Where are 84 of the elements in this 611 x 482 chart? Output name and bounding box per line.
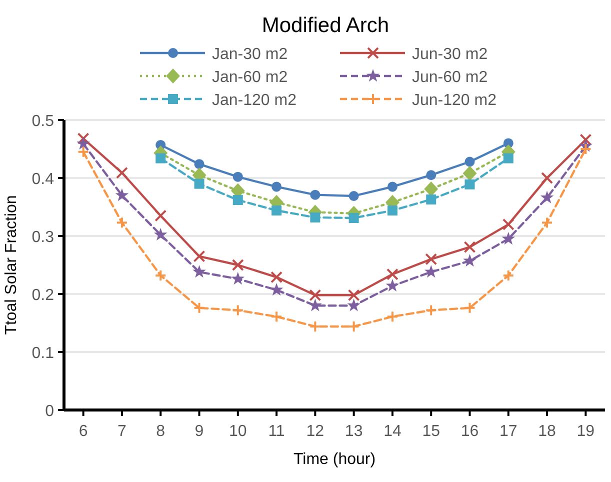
point xyxy=(386,278,400,292)
point xyxy=(464,302,476,314)
point xyxy=(154,228,168,241)
x-tick-label: 14 xyxy=(384,423,402,440)
point xyxy=(194,159,204,170)
point xyxy=(502,218,514,230)
point xyxy=(464,156,475,167)
point xyxy=(309,289,322,302)
point xyxy=(310,212,320,222)
x-tick-label: 17 xyxy=(499,423,518,440)
x-tick-label: 10 xyxy=(228,423,247,440)
point xyxy=(348,213,359,224)
x-tick-label: 7 xyxy=(118,423,127,440)
legend-label: Jan-30 m2 xyxy=(212,46,288,63)
point xyxy=(232,259,244,271)
point xyxy=(116,166,128,179)
point xyxy=(308,298,322,312)
point xyxy=(193,250,206,262)
x-tick-label: 6 xyxy=(78,423,88,440)
legend-label: Jun-60 m2 xyxy=(412,69,488,86)
y-tick-label: 0.4 xyxy=(32,171,54,188)
point xyxy=(77,146,90,158)
point xyxy=(194,178,204,189)
point xyxy=(115,188,129,202)
x-tick-label: 13 xyxy=(344,423,363,440)
y-tick-label: 0.1 xyxy=(32,345,54,362)
point xyxy=(464,179,475,190)
point xyxy=(116,216,128,229)
x-tick-label: 16 xyxy=(460,423,479,440)
point xyxy=(193,302,206,314)
y-tick-label: 0 xyxy=(45,403,54,420)
point xyxy=(387,205,398,216)
y-tick-label: 0.2 xyxy=(32,287,54,304)
point xyxy=(77,132,90,145)
point xyxy=(386,268,398,280)
point xyxy=(540,190,554,204)
y-tick-label: 0.5 xyxy=(32,113,54,130)
legend-label: Jan-60 m2 xyxy=(212,69,288,86)
point xyxy=(310,190,320,200)
point xyxy=(425,304,438,316)
point xyxy=(270,271,283,284)
x-tick-label: 19 xyxy=(576,423,595,440)
point xyxy=(387,182,398,192)
point xyxy=(502,232,516,245)
point xyxy=(541,172,554,184)
point xyxy=(386,310,398,323)
point xyxy=(462,166,477,181)
point xyxy=(464,241,476,254)
x-tick-label: 8 xyxy=(156,423,166,440)
y-tick-label: 0.3 xyxy=(32,229,54,246)
x-axis-title: Time (hour) xyxy=(293,451,376,468)
point xyxy=(463,254,476,267)
x-tick-label: 18 xyxy=(538,423,556,440)
legend-label: Jun-30 m2 xyxy=(412,46,488,63)
point xyxy=(580,143,592,155)
x-tick-label: 15 xyxy=(422,423,440,440)
point xyxy=(426,194,436,204)
point xyxy=(156,153,166,164)
point xyxy=(426,170,436,180)
point xyxy=(272,182,282,192)
legend-label: Jan-120 m2 xyxy=(212,92,297,109)
x-tick-label: 11 xyxy=(268,423,285,440)
point xyxy=(232,304,244,316)
point xyxy=(154,210,167,222)
point xyxy=(270,310,283,323)
point xyxy=(425,253,438,266)
point xyxy=(348,289,360,302)
chart-title: Modified Arch xyxy=(262,14,390,37)
y-axis-title: Ttoal Solar Fraction xyxy=(3,195,20,335)
point xyxy=(76,136,90,150)
point xyxy=(232,195,243,206)
point xyxy=(347,298,360,312)
point xyxy=(503,153,514,164)
point xyxy=(541,216,554,229)
legend-label: Jun-120 m2 xyxy=(412,92,497,109)
point xyxy=(502,269,514,282)
x-tick-label: 12 xyxy=(306,423,324,440)
point xyxy=(154,269,167,282)
x-tick-label: 9 xyxy=(194,423,204,440)
point xyxy=(232,172,243,182)
point xyxy=(231,272,245,285)
point xyxy=(272,205,282,216)
point xyxy=(192,264,206,278)
point xyxy=(348,190,359,201)
